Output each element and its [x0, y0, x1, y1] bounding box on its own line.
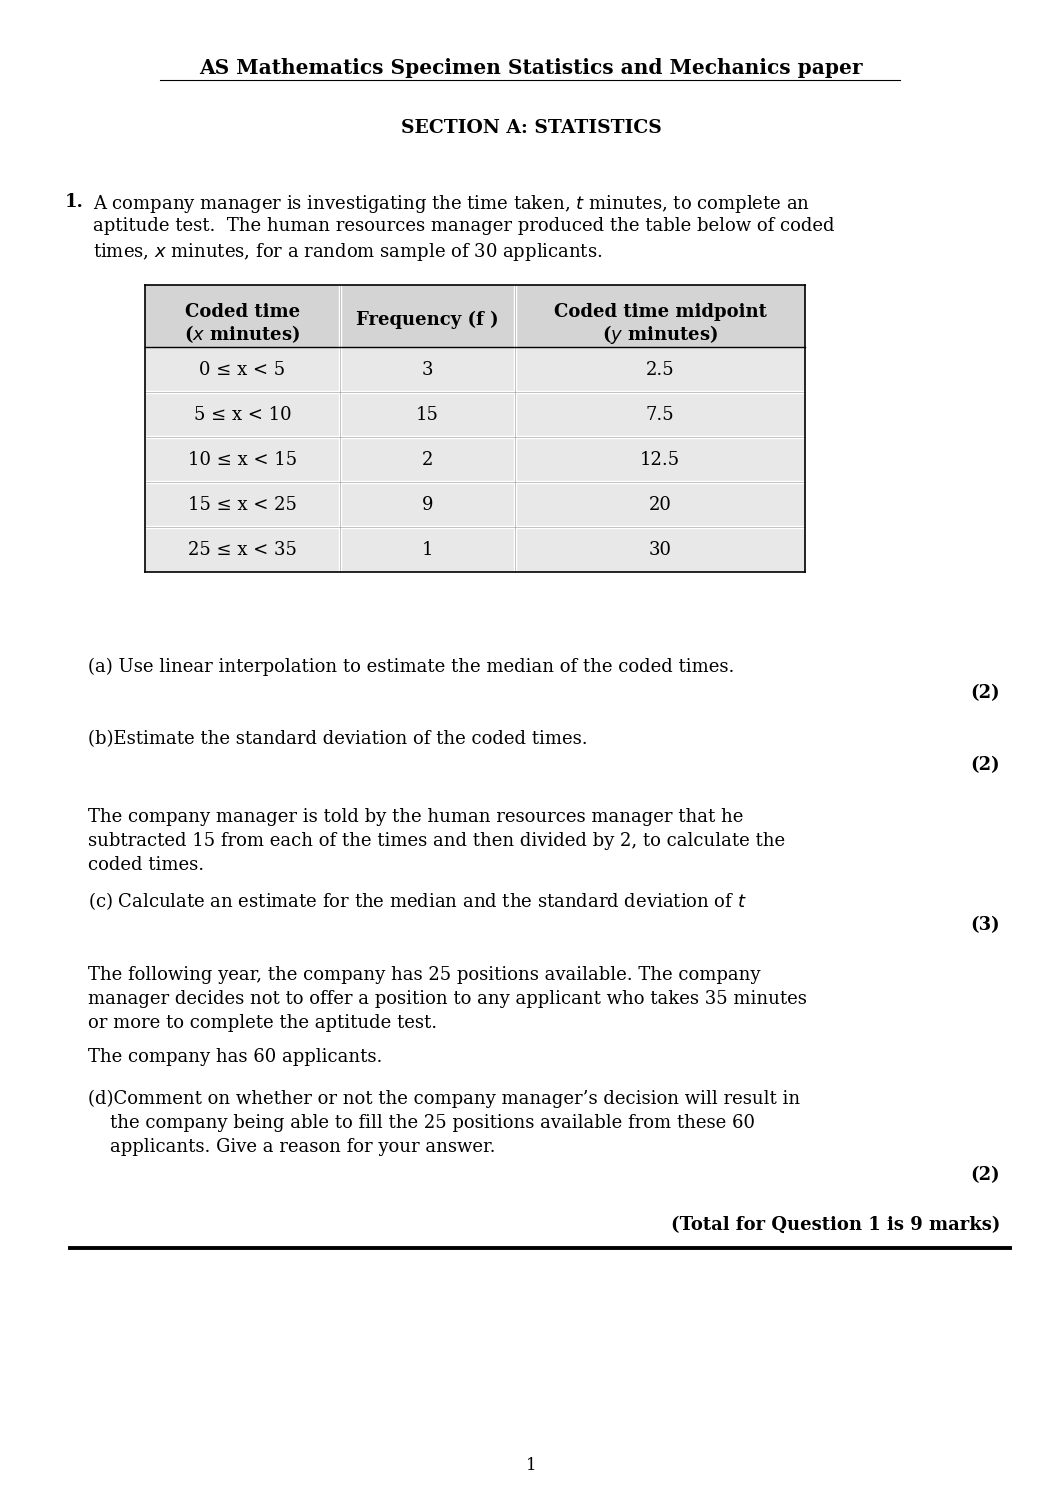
Text: 1.: 1.: [65, 193, 84, 211]
Text: ($y$ minutes): ($y$ minutes): [602, 322, 718, 346]
Text: 0 ≤ x < 5: 0 ≤ x < 5: [200, 360, 286, 378]
Bar: [145, 285, 805, 572]
Text: manager decides not to offer a position to any applicant who takes 35 minutes: manager decides not to offer a position …: [88, 989, 807, 1008]
Text: 20: 20: [649, 495, 671, 514]
Text: 1: 1: [526, 1456, 536, 1473]
Text: (d)Comment on whether or not the company manager’s decision will result in: (d)Comment on whether or not the company…: [88, 1090, 800, 1108]
Text: 15: 15: [416, 405, 439, 423]
Text: Coded time midpoint: Coded time midpoint: [553, 303, 767, 321]
Text: 7.5: 7.5: [646, 405, 674, 423]
Text: 15 ≤ x < 25: 15 ≤ x < 25: [188, 495, 297, 514]
Text: (2): (2): [971, 1166, 1000, 1184]
Text: The company manager is told by the human resources manager that he: The company manager is told by the human…: [88, 809, 743, 825]
Text: (b)Estimate the standard deviation of the coded times.: (b)Estimate the standard deviation of th…: [88, 730, 587, 748]
Text: times, $x$ minutes, for a random sample of 30 applicants.: times, $x$ minutes, for a random sample …: [93, 241, 602, 264]
Text: AS Mathematics Specimen Statistics and Mechanics paper: AS Mathematics Specimen Statistics and M…: [200, 59, 862, 78]
Text: 5 ≤ x < 10: 5 ≤ x < 10: [193, 405, 291, 423]
Text: (a) Use linear interpolation to estimate the median of the coded times.: (a) Use linear interpolation to estimate…: [88, 658, 735, 676]
Text: The following year, the company has 25 positions available. The company: The following year, the company has 25 p…: [88, 965, 760, 983]
Text: aptitude test.  The human resources manager produced the table below of coded: aptitude test. The human resources manag…: [93, 217, 835, 235]
Text: 30: 30: [649, 541, 671, 559]
Text: (c) Calculate an estimate for the median and the standard deviation of $t$: (c) Calculate an estimate for the median…: [88, 890, 747, 911]
Text: 2.5: 2.5: [646, 360, 674, 378]
Text: (3): (3): [971, 916, 1000, 934]
Text: Coded time: Coded time: [185, 303, 301, 321]
Text: A company manager is investigating the time taken, $t$ minutes, to complete an: A company manager is investigating the t…: [93, 193, 810, 215]
Text: (Total for Question 1 is 9 marks): (Total for Question 1 is 9 marks): [670, 1215, 1000, 1233]
Text: 3: 3: [422, 360, 433, 378]
Text: 2: 2: [422, 450, 433, 468]
Text: subtracted 15 from each of the times and then divided by 2, to calculate the: subtracted 15 from each of the times and…: [88, 831, 785, 849]
Text: or more to complete the aptitude test.: or more to complete the aptitude test.: [88, 1014, 438, 1032]
Text: Frequency (f ): Frequency (f ): [356, 312, 499, 330]
Text: 10 ≤ x < 15: 10 ≤ x < 15: [188, 450, 297, 468]
Text: coded times.: coded times.: [88, 855, 204, 873]
Bar: [145, 285, 805, 346]
Text: 9: 9: [422, 495, 433, 514]
Text: applicants. Give a reason for your answer.: applicants. Give a reason for your answe…: [110, 1139, 496, 1157]
Text: 25 ≤ x < 35: 25 ≤ x < 35: [188, 541, 297, 559]
Text: ($x$ minutes): ($x$ minutes): [185, 322, 301, 345]
Text: (2): (2): [971, 756, 1000, 774]
Text: the company being able to fill the 25 positions available from these 60: the company being able to fill the 25 po…: [110, 1114, 755, 1133]
Text: (2): (2): [971, 684, 1000, 702]
Text: SECTION A: STATISTICS: SECTION A: STATISTICS: [400, 119, 662, 137]
Text: 1: 1: [422, 541, 433, 559]
Text: The company has 60 applicants.: The company has 60 applicants.: [88, 1048, 382, 1066]
Text: 12.5: 12.5: [640, 450, 680, 468]
